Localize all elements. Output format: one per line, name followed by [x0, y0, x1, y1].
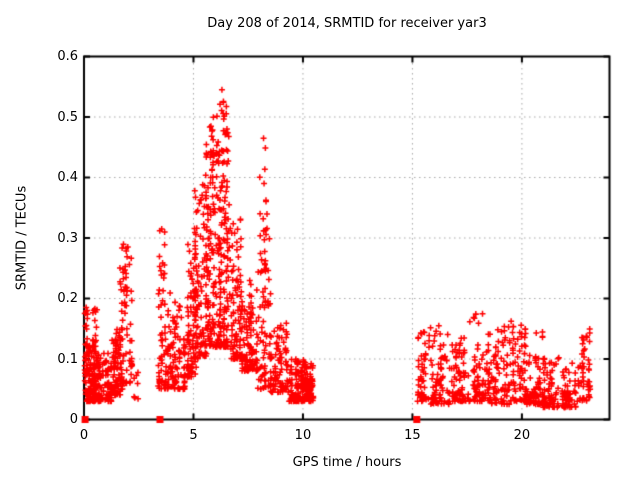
- chart-title: Day 208 of 2014, SRMTID for receiver yar…: [207, 16, 487, 31]
- y-tick-label: 0.1: [57, 351, 78, 367]
- x-tick-label: 0: [79, 428, 89, 443]
- y-tick-label: 0.3: [57, 230, 78, 246]
- x-tick-label: 5: [189, 428, 198, 443]
- x-tick-label: 10: [294, 428, 312, 443]
- y-axis-label: SRMTID / TECUs: [14, 185, 30, 291]
- y-tick-label: 0.2: [57, 291, 78, 306]
- y-tick-label: 0: [69, 412, 78, 427]
- x-axis-label: GPS time / hours: [292, 455, 402, 470]
- x-tick-label: 15: [404, 428, 421, 443]
- y-tick-label: 0.6: [57, 49, 78, 64]
- x-tick-label: 20: [513, 428, 531, 443]
- y-tick-label: 0.5: [57, 109, 78, 125]
- y-tick-label: 0.4: [57, 170, 78, 185]
